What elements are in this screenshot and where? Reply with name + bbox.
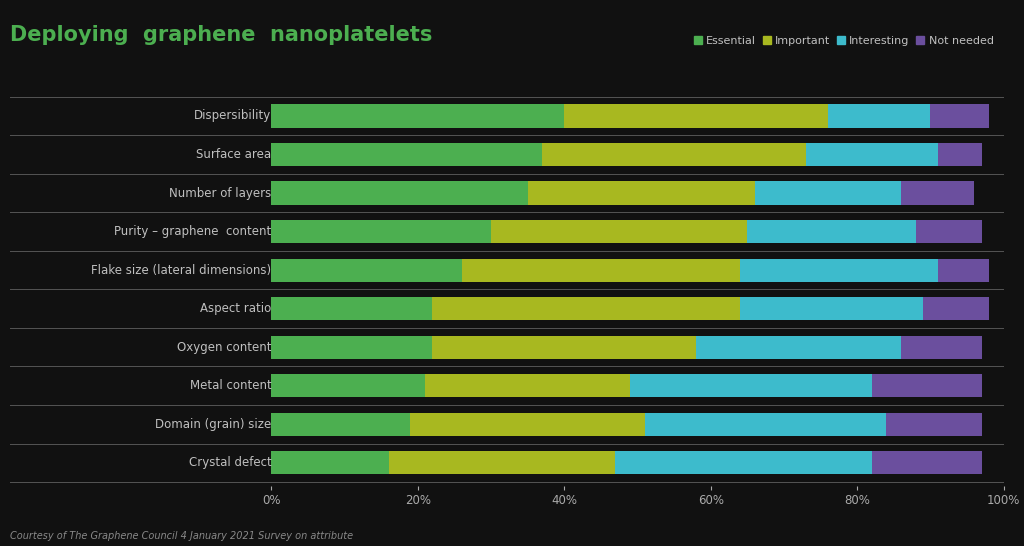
Bar	[271, 451, 388, 474]
Bar	[432, 297, 740, 320]
Bar	[271, 297, 432, 320]
Bar	[411, 413, 645, 436]
Bar	[740, 259, 938, 282]
Bar	[827, 104, 930, 128]
Bar	[740, 297, 923, 320]
Bar	[915, 220, 982, 243]
Bar	[630, 374, 871, 397]
Bar	[748, 220, 915, 243]
Bar	[645, 413, 887, 436]
Text: Oxygen content: Oxygen content	[177, 341, 271, 354]
Bar	[871, 374, 982, 397]
Bar	[271, 259, 462, 282]
Bar	[527, 181, 755, 205]
Bar	[930, 104, 989, 128]
Bar	[271, 374, 425, 397]
Text: Number of layers: Number of layers	[169, 187, 271, 199]
Text: Flake size (lateral dimensions): Flake size (lateral dimensions)	[91, 264, 271, 277]
Bar	[938, 259, 989, 282]
Text: Dispersibility: Dispersibility	[195, 109, 271, 122]
Bar	[271, 220, 492, 243]
Bar	[271, 336, 432, 359]
Bar	[462, 259, 740, 282]
Text: Crystal defect: Crystal defect	[188, 456, 271, 470]
Bar	[271, 181, 527, 205]
Bar	[432, 336, 696, 359]
Bar	[923, 297, 989, 320]
Legend: Essential, Important, Interesting, Not needed: Essential, Important, Interesting, Not n…	[689, 32, 998, 50]
Bar	[271, 104, 564, 128]
Bar	[388, 451, 615, 474]
Bar	[938, 143, 982, 166]
Bar	[871, 451, 982, 474]
Text: Aspect ratio: Aspect ratio	[200, 302, 271, 315]
Bar	[271, 143, 543, 166]
Bar	[492, 220, 748, 243]
Text: Metal content: Metal content	[189, 379, 271, 392]
Text: Domain (grain) size: Domain (grain) size	[155, 418, 271, 431]
Bar	[887, 413, 982, 436]
Bar	[901, 181, 974, 205]
Text: Surface area: Surface area	[197, 148, 271, 161]
Text: Deploying  graphene  nanoplatelets: Deploying graphene nanoplatelets	[10, 25, 432, 45]
Bar	[271, 413, 411, 436]
Bar	[564, 104, 827, 128]
Bar	[696, 336, 901, 359]
Bar	[425, 374, 630, 397]
Bar	[806, 143, 938, 166]
Bar	[901, 336, 982, 359]
Text: Purity – graphene  content: Purity – graphene content	[114, 225, 271, 238]
Text: Courtesy of The Graphene Council 4 January 2021 Survey on attribute: Courtesy of The Graphene Council 4 Janua…	[10, 531, 353, 541]
Bar	[615, 451, 871, 474]
Bar	[543, 143, 806, 166]
Bar	[755, 181, 901, 205]
